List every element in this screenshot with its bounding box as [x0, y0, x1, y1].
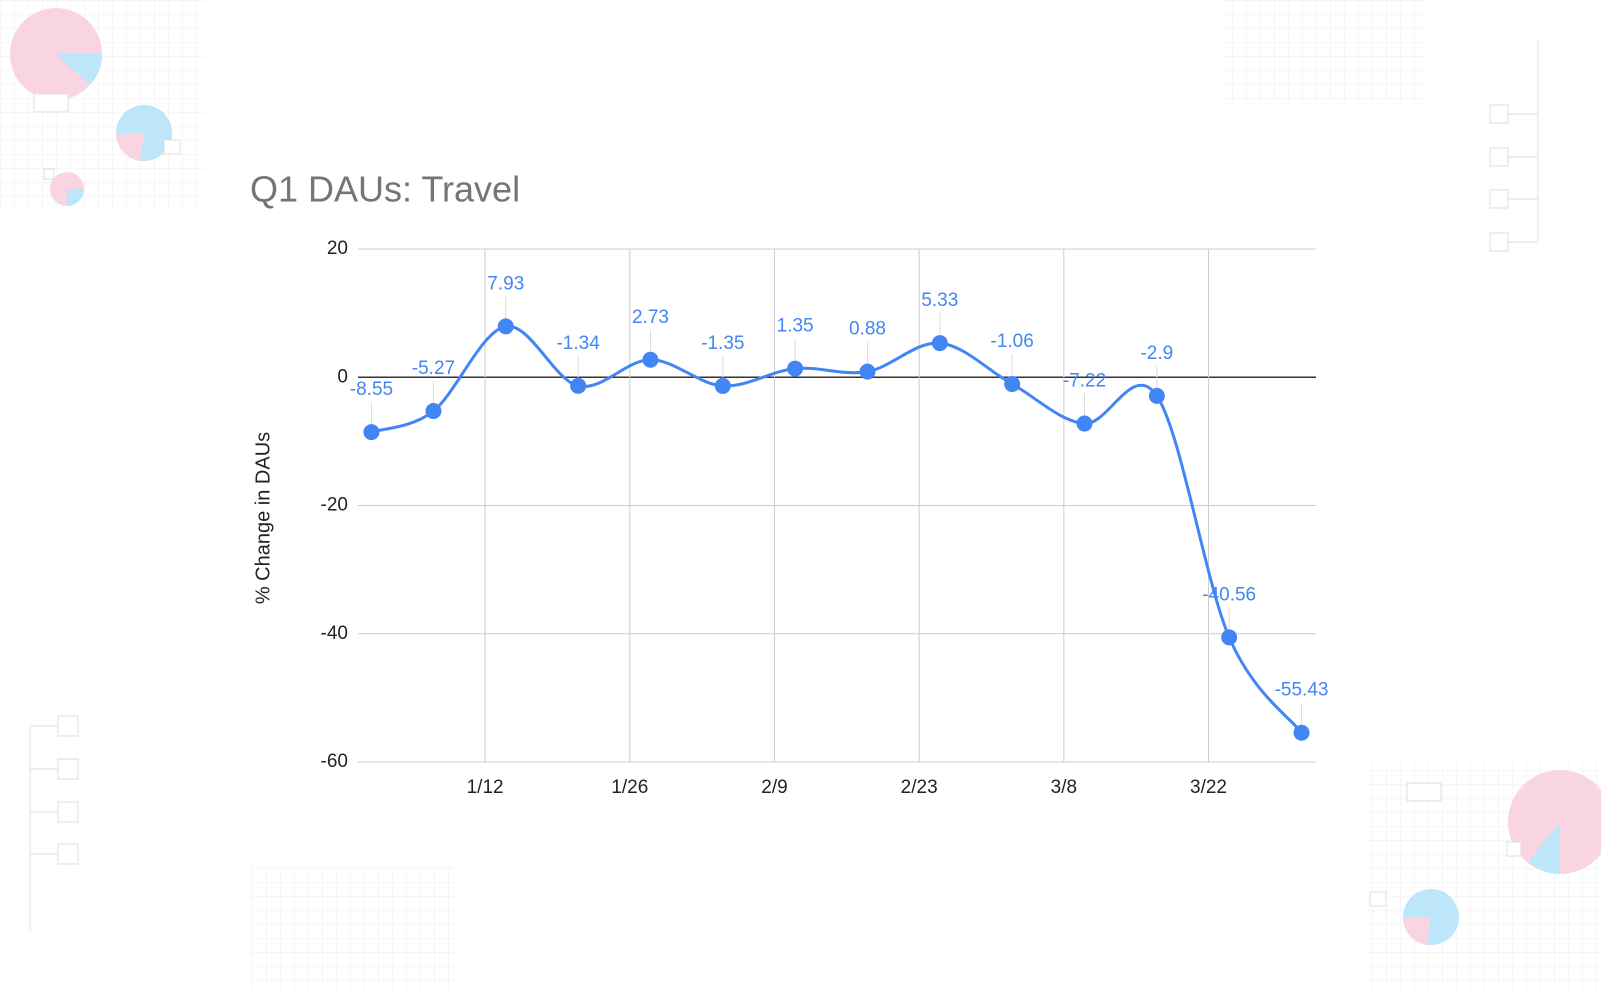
y-tick-label: -40 — [321, 623, 348, 644]
data-label: -1.35 — [701, 333, 744, 354]
data-label: -1.06 — [991, 331, 1034, 352]
data-label: 7.93 — [487, 273, 524, 294]
data-point — [1221, 629, 1238, 646]
chart-title: Q1 DAUs: Travel — [250, 169, 520, 210]
data-label: -5.27 — [412, 358, 455, 379]
data-label: 0.88 — [849, 319, 886, 340]
x-tick-label: 2/9 — [761, 777, 787, 798]
y-tick-label: -20 — [321, 495, 348, 516]
y-tick-label: -60 — [321, 751, 348, 772]
data-label: -1.34 — [556, 333, 600, 354]
data-point — [1076, 415, 1093, 432]
data-label: -2.9 — [1140, 343, 1173, 364]
y-axis-label: % Change in DAUs — [252, 432, 274, 604]
data-point — [425, 403, 442, 420]
data-label: 2.73 — [632, 307, 669, 328]
data-label: 1.35 — [777, 316, 814, 337]
data-point — [1293, 724, 1310, 741]
y-tick-label: 0 — [337, 366, 348, 387]
data-point — [363, 424, 380, 441]
data-label: 5.33 — [921, 290, 958, 311]
data-point — [642, 351, 659, 368]
x-tick-label: 2/23 — [901, 777, 938, 798]
x-tick-label: 1/26 — [611, 777, 648, 798]
data-point — [570, 377, 587, 394]
data-point — [859, 363, 876, 380]
data-line — [370, 324, 1303, 734]
data-label: -8.55 — [350, 379, 393, 400]
x-tick-label: 1/12 — [467, 777, 504, 798]
data-point — [1148, 387, 1165, 404]
data-label: -55.43 — [1275, 680, 1329, 701]
x-tick-label: 3/8 — [1051, 777, 1077, 798]
x-tick-label: 3/22 — [1190, 777, 1227, 798]
data-label: -7.22 — [1063, 371, 1106, 392]
y-tick-label: 20 — [327, 238, 348, 259]
data-point — [931, 335, 948, 352]
data-point — [497, 318, 514, 335]
data-point — [787, 360, 804, 377]
data-point — [714, 377, 731, 394]
data-label: -40.56 — [1202, 584, 1256, 605]
data-point — [1004, 376, 1021, 393]
